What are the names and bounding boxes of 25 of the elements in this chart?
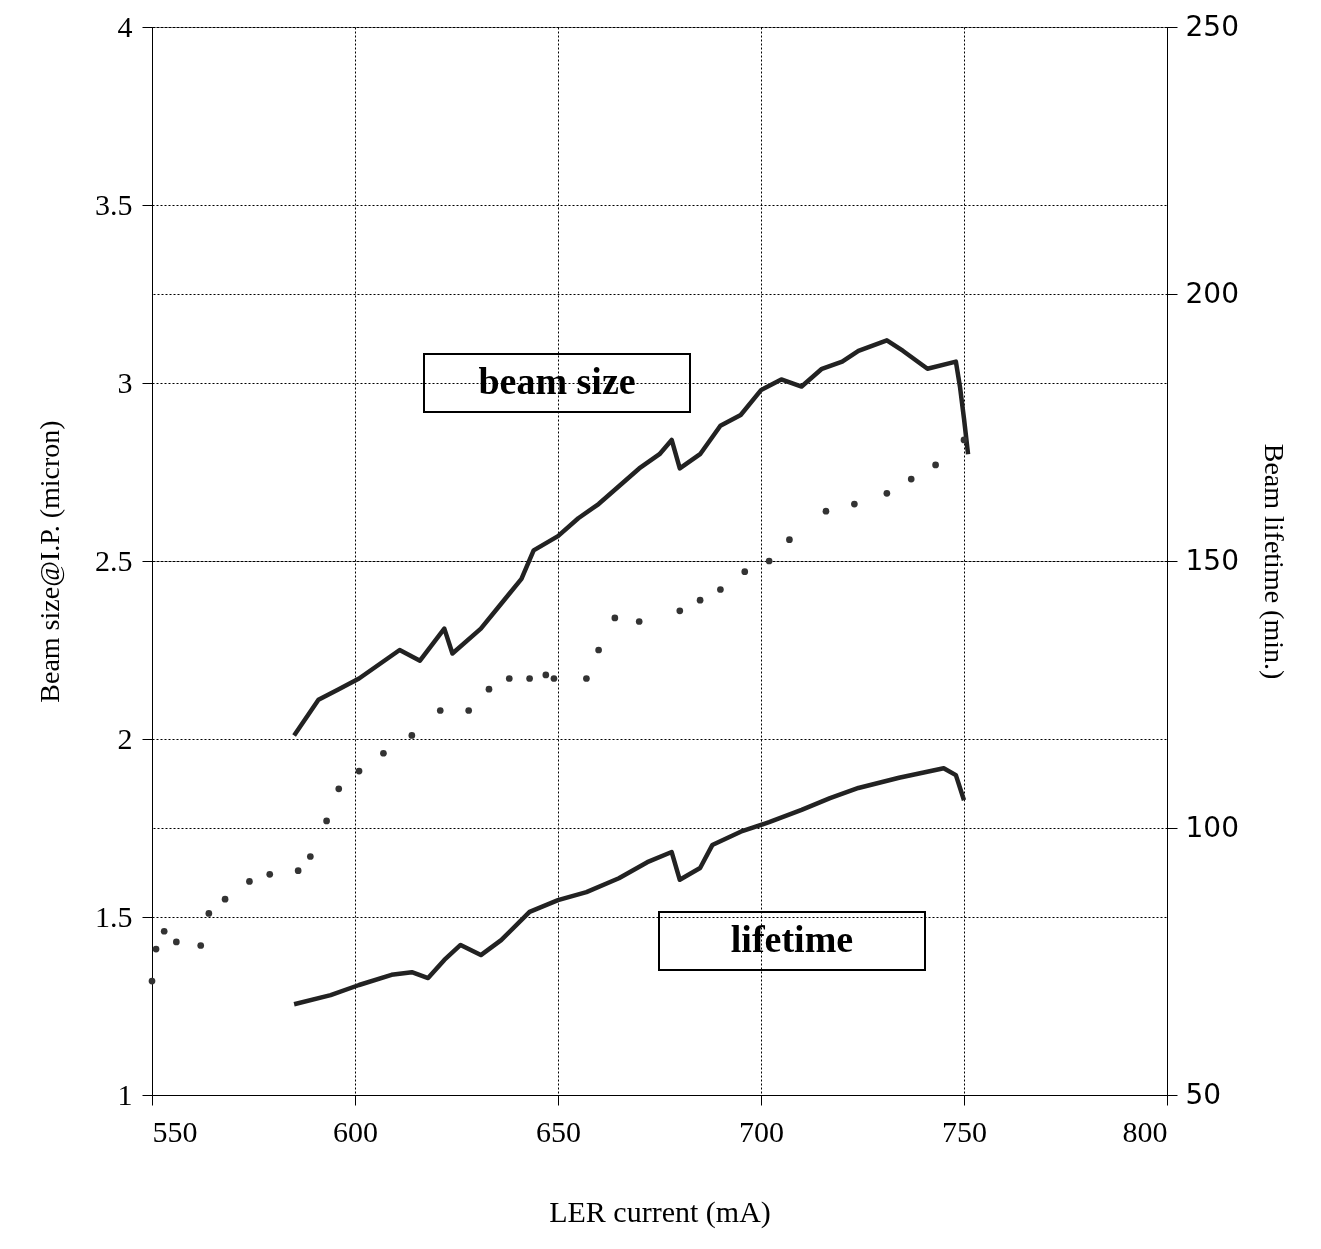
y-tick-label: 4: [117, 9, 133, 43]
x-axis-title: LER current (mA): [549, 1194, 771, 1229]
x-tick-label: 550: [152, 1114, 198, 1148]
x-tick-label: 700: [739, 1114, 784, 1148]
y-tick-label: 1: [117, 1077, 133, 1111]
y-axis-title: Beam size@I.P. (micron): [34, 420, 65, 703]
y2-tick-label: 100: [1185, 810, 1239, 844]
y2-tick-label: 250: [1185, 9, 1239, 43]
x-tick-label: 650: [536, 1114, 581, 1148]
annotation: lifetime: [730, 918, 854, 960]
y2-tick-label: 150: [1185, 543, 1239, 577]
y2-axis-title: Beam lifetime (min.): [1258, 443, 1290, 680]
line-series: [291, 765, 967, 1007]
x-tick-label: 800: [1122, 1114, 1168, 1148]
line-series: [291, 338, 971, 738]
y-tick-label: 2: [117, 721, 133, 755]
annotation: beam size: [478, 360, 636, 402]
x-tick-label: 750: [942, 1114, 987, 1148]
y-tick-label: 1.5: [95, 899, 133, 933]
y2-tick-label: 50: [1185, 1077, 1222, 1111]
y2-tick-label: 200: [1185, 276, 1239, 310]
y-tick-label: 3.5: [95, 187, 133, 221]
y-tick-label: 3: [117, 365, 133, 399]
x-tick-label: 600: [333, 1114, 378, 1148]
y-tick-label: 2.5: [95, 543, 133, 577]
